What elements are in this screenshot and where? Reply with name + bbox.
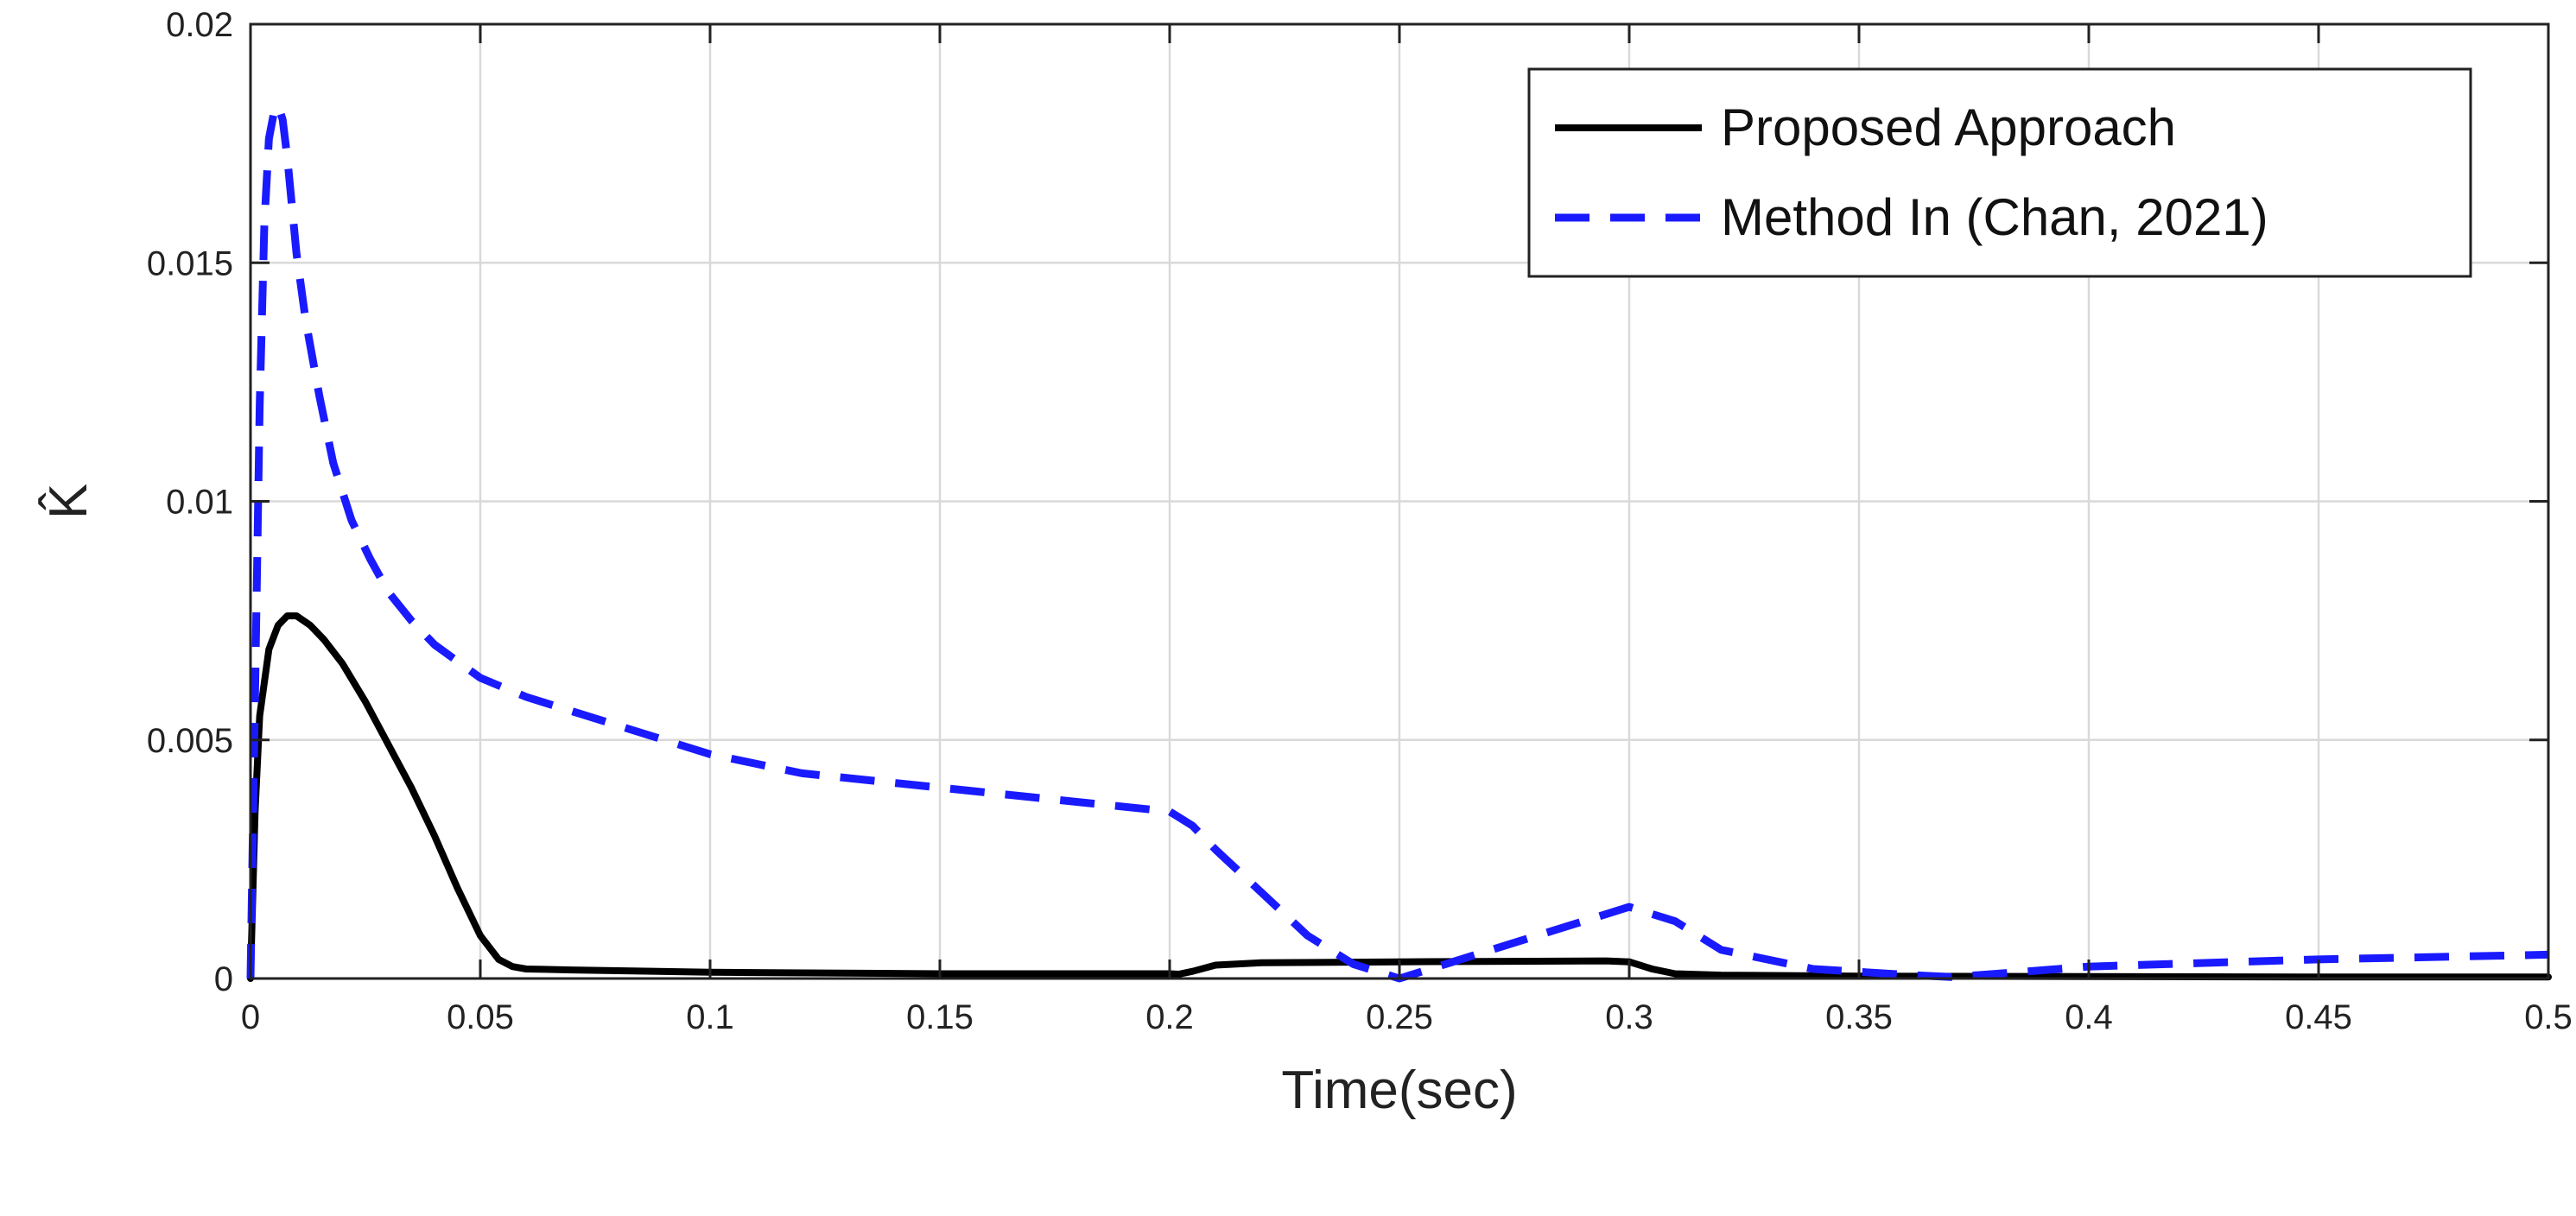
y-tick-label: 0.015 <box>147 244 233 282</box>
y-tick-label: 0.01 <box>166 484 233 522</box>
x-tick-label: 0.4 <box>2065 998 2113 1036</box>
x-tick-label: 0.45 <box>2285 998 2352 1036</box>
x-tick-label: 0.1 <box>686 998 734 1036</box>
x-tick-label: 0.35 <box>1825 998 1893 1036</box>
x-tick-label: 0.2 <box>1145 998 1194 1036</box>
y-tick-label: 0.005 <box>147 722 233 760</box>
ticks: 0 0.05 0.1 0.15 0.2 0.25 0.3 0.35 0.4 0.45 0.5 0 0.0… <box>147 6 2573 1036</box>
x-tick-label: 0.05 <box>447 998 514 1036</box>
legend: Proposed Approach Method In (Chan, 2021) <box>1527 67 2472 278</box>
y-tick-label: 0 <box>214 960 233 998</box>
series-layer <box>246 101 2552 983</box>
legend-label-2: Method In (Chan, 2021) <box>1721 188 2268 246</box>
legend-label-1: Proposed Approach <box>1721 98 2176 156</box>
legend-box <box>1527 67 2472 278</box>
x-tick-label: 0.25 <box>1366 998 1433 1036</box>
x-tick-label: 0.3 <box>1605 998 1653 1036</box>
y-axis-label: K̂ <box>39 484 98 519</box>
series-line-1 <box>247 612 2552 982</box>
x-axis-label: Time(sec) <box>1281 1061 1517 1120</box>
y-tick-label: 0.02 <box>166 6 233 44</box>
x-tick-label: 0.5 <box>2524 998 2573 1036</box>
x-tick-label: 0 <box>241 998 260 1036</box>
x-tick-label: 0.15 <box>906 998 974 1036</box>
series-line-2 <box>246 101 2549 983</box>
